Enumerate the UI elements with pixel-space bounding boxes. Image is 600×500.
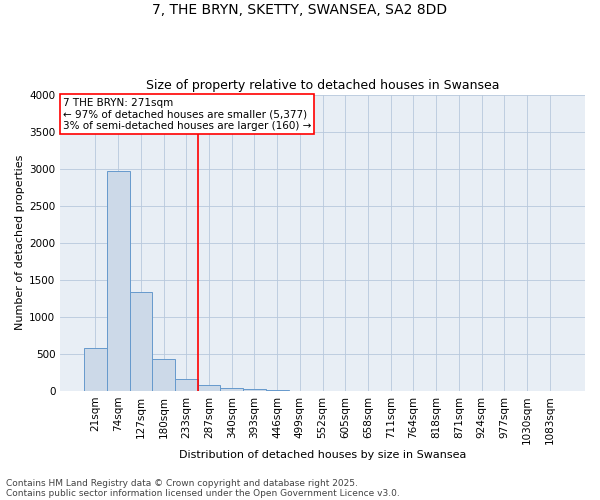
X-axis label: Distribution of detached houses by size in Swansea: Distribution of detached houses by size …: [179, 450, 466, 460]
Text: 7 THE BRYN: 271sqm
← 97% of detached houses are smaller (5,377)
3% of semi-detac: 7 THE BRYN: 271sqm ← 97% of detached hou…: [63, 98, 311, 130]
Text: Contains public sector information licensed under the Open Government Licence v3: Contains public sector information licen…: [6, 488, 400, 498]
Bar: [130, 292, 152, 391]
Bar: [198, 386, 220, 391]
Y-axis label: Number of detached properties: Number of detached properties: [15, 155, 25, 330]
Bar: [220, 388, 243, 391]
Bar: [175, 379, 198, 391]
Bar: [243, 388, 266, 391]
Text: 7, THE BRYN, SKETTY, SWANSEA, SA2 8DD: 7, THE BRYN, SKETTY, SWANSEA, SA2 8DD: [152, 2, 448, 16]
Bar: [152, 360, 175, 391]
Title: Size of property relative to detached houses in Swansea: Size of property relative to detached ho…: [146, 79, 499, 92]
Text: Contains HM Land Registry data © Crown copyright and database right 2025.: Contains HM Land Registry data © Crown c…: [6, 478, 358, 488]
Bar: [84, 348, 107, 391]
Bar: [266, 390, 289, 391]
Bar: [107, 171, 130, 391]
